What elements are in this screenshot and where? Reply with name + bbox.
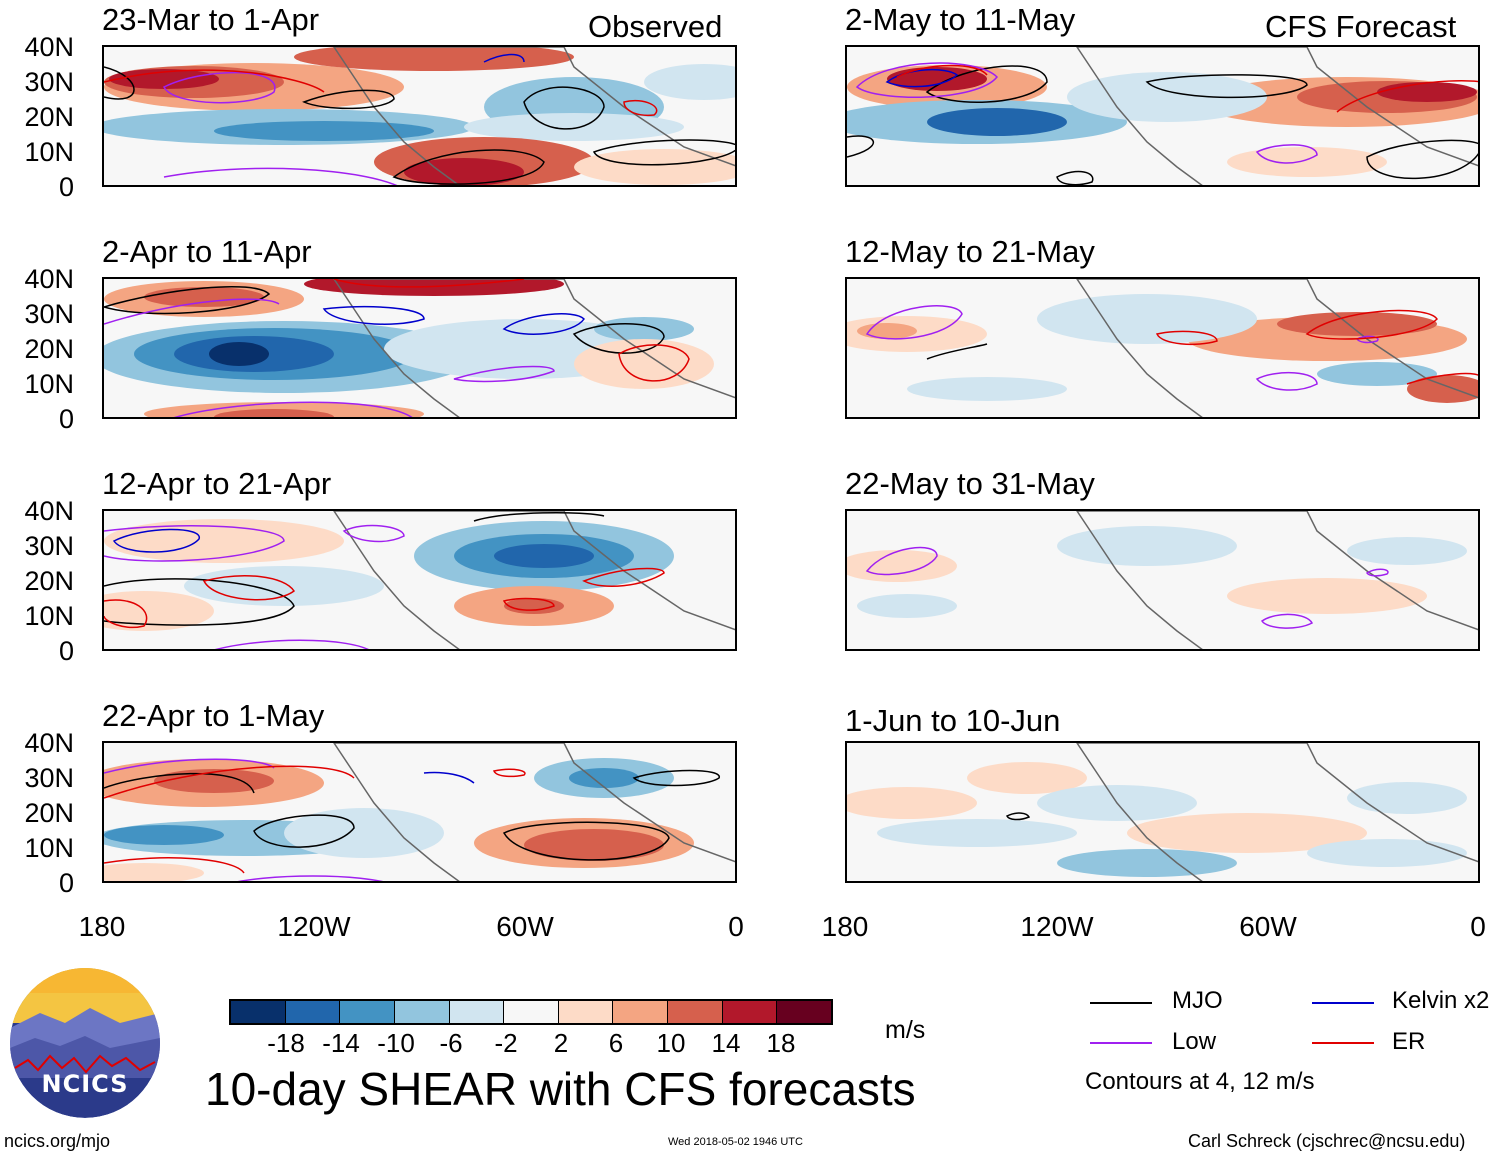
y-label: 20N — [24, 798, 74, 828]
colorbar-segment — [285, 1001, 341, 1023]
x-label-right: 120W — [1020, 911, 1094, 942]
panel-title-fcst-4: 1-Jun to 10-Jun — [845, 703, 1061, 738]
y-label: 20N — [24, 566, 74, 596]
forecast-label: CFS Forecast — [1265, 9, 1457, 44]
colorbar-label: 2 — [553, 1028, 569, 1058]
colorbar-label: 6 — [608, 1028, 624, 1058]
legend-label-mjo: MJO — [1172, 987, 1223, 1014]
panel-title-fcst-1: 2-May to 11-May — [845, 2, 1076, 37]
y-label: 40N — [24, 32, 74, 62]
y-label: 10N — [24, 137, 74, 167]
y-label: 0 — [58, 404, 74, 434]
colorbar-segment — [558, 1001, 614, 1023]
colorbar-label: 14 — [711, 1028, 741, 1058]
shear-map-obs-2 — [102, 277, 737, 419]
shear-map-obs-1 — [102, 45, 737, 187]
colorbar-label: 18 — [766, 1028, 796, 1058]
main-title: 10-day SHEAR with CFS forecasts — [205, 1063, 916, 1115]
legend-line-mjo — [1090, 1002, 1152, 1004]
panel-title-fcst-2: 12-May to 21-May — [845, 234, 1095, 269]
y-label: 40N — [24, 264, 74, 294]
footer-url[interactable]: ncics.org/mjo — [4, 1131, 111, 1151]
shear-map-fcst-3 — [845, 509, 1480, 651]
y-label: 40N — [24, 496, 74, 526]
shear-map-fcst-4 — [845, 741, 1480, 883]
footer-timestamp: Wed 2018-05-02 1946 UTC — [668, 1136, 803, 1148]
y-label: 0 — [58, 868, 74, 898]
y-label: 20N — [24, 334, 74, 364]
y-label: 0 — [58, 636, 74, 666]
colorbar-segment — [394, 1001, 450, 1023]
colorbar-label: -6 — [439, 1028, 463, 1058]
colorbar-label: -10 — [377, 1028, 415, 1058]
legend-label-low: Low — [1172, 1028, 1217, 1055]
y-label: 10N — [24, 369, 74, 399]
x-label-left: 0 — [728, 911, 744, 942]
legend-line-kelvin — [1312, 1002, 1374, 1004]
colorbar-segment — [340, 1001, 395, 1023]
footer-author: Carl Schreck (cjschrec@ncsu.edu) — [1188, 1131, 1466, 1151]
x-label-left: 60W — [496, 911, 554, 942]
colorbar-segment — [231, 1001, 286, 1023]
y-label: 30N — [24, 299, 74, 329]
x-label-right: 0 — [1470, 911, 1486, 942]
colorbar — [229, 999, 833, 1025]
colorbar-label: -18 — [267, 1028, 305, 1058]
colorbar-units: m/s — [885, 1016, 926, 1044]
x-label-left: 120W — [277, 911, 351, 942]
legend-label-er: ER — [1392, 1028, 1426, 1055]
x-label-right: 60W — [1239, 911, 1297, 942]
y-label: 40N — [24, 728, 74, 758]
legend-line-low — [1090, 1042, 1152, 1044]
legend-line-er — [1312, 1042, 1374, 1044]
y-label: 10N — [24, 833, 74, 863]
shear-map-fcst-2 — [845, 277, 1480, 419]
logo-text: NCICS — [41, 1070, 129, 1098]
legend-note: Contours at 4, 12 m/s — [1085, 1068, 1315, 1095]
colorbar-label: -14 — [322, 1028, 360, 1058]
y-label: 30N — [24, 67, 74, 97]
shear-map-obs-4 — [102, 741, 737, 883]
colorbar-segment — [668, 1001, 723, 1023]
y-label: 30N — [24, 531, 74, 561]
panel-title-obs-2: 2-Apr to 11-Apr — [102, 234, 312, 269]
panel-title-obs-4: 22-Apr to 1-May — [102, 698, 325, 733]
x-label-left: 180 — [78, 911, 126, 942]
colorbar-label: 10 — [656, 1028, 686, 1058]
y-label: 10N — [24, 601, 74, 631]
shear-map-fcst-1 — [845, 45, 1480, 187]
colorbar-segment — [777, 1001, 832, 1023]
colorbar-segment — [504, 1001, 559, 1023]
panel-title-obs-3: 12-Apr to 21-Apr — [102, 466, 332, 501]
observed-label: Observed — [588, 9, 723, 44]
panel-title-obs-1: 23-Mar to 1-Apr — [102, 2, 320, 37]
colorbar-label: -2 — [494, 1028, 518, 1058]
panel-title-fcst-3: 22-May to 31-May — [845, 466, 1095, 501]
ncics-logo: NCICS — [10, 968, 160, 1118]
y-label: 30N — [24, 763, 74, 793]
x-label-right: 180 — [821, 911, 869, 942]
shear-map-obs-3 — [102, 509, 737, 651]
y-label: 0 — [58, 172, 74, 202]
colorbar-segment — [722, 1001, 778, 1023]
colorbar-segment — [449, 1001, 505, 1023]
y-label: 20N — [24, 102, 74, 132]
legend-label-kelvin: Kelvin x2 — [1392, 987, 1490, 1014]
colorbar-segment — [613, 1001, 669, 1023]
